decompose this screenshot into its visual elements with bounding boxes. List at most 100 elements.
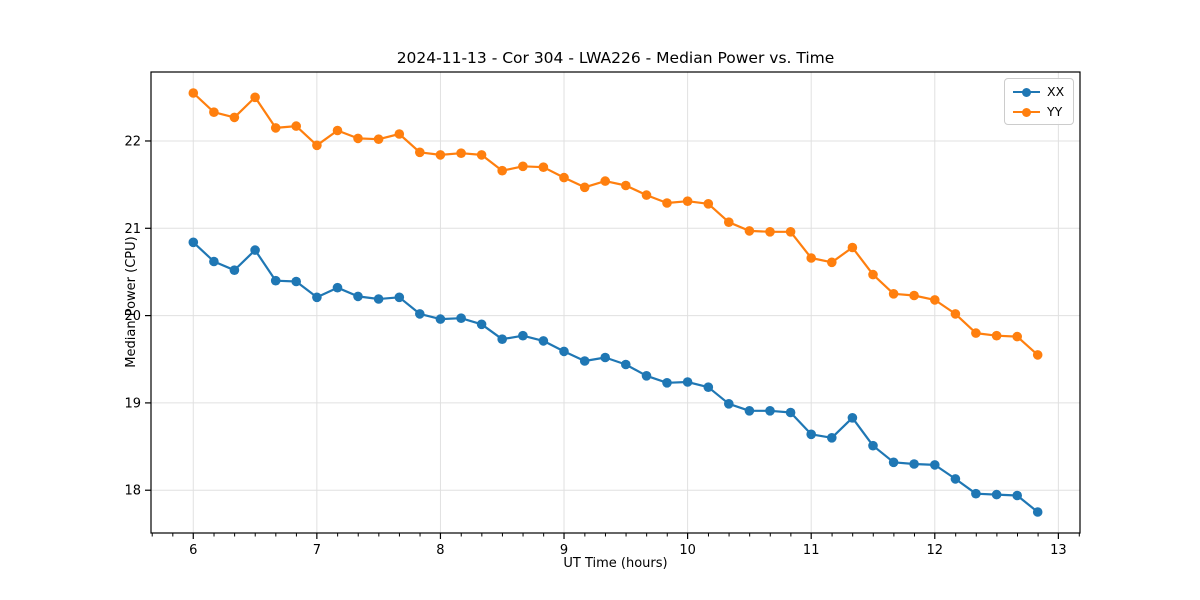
data-point-YY: [847, 242, 858, 253]
data-point-XX: [888, 457, 899, 468]
data-point-XX: [456, 313, 466, 324]
data-point-XX: [497, 334, 508, 345]
legend-dot-icon: [1022, 107, 1031, 117]
data-point-YY: [600, 176, 610, 186]
data-point-XX: [909, 459, 919, 469]
data-point-XX: [291, 276, 302, 287]
data-point-YY: [497, 165, 508, 176]
data-point-XX: [1032, 507, 1043, 517]
data-point-YY: [373, 134, 384, 144]
data-point-YY: [1032, 350, 1043, 360]
data-point-YY: [579, 182, 590, 193]
data-point-YY: [827, 257, 837, 268]
data-point-XX: [394, 292, 405, 303]
chart-title: 2024-11-13 - Cor 304 - LWA226 - Median P…: [396, 49, 835, 67]
data-point-YY: [785, 227, 796, 237]
data-point-YY: [209, 107, 219, 117]
x-tick-label: 6: [189, 543, 197, 558]
data-point-XX: [373, 294, 384, 304]
series-markers-YY: [188, 88, 1043, 360]
legend-label-xx: XX: [1047, 84, 1065, 99]
data-point-XX: [827, 433, 837, 443]
data-point-XX: [332, 282, 343, 293]
data-point-YY: [435, 150, 446, 160]
x-tick-label: 10: [679, 543, 696, 558]
data-point-XX: [579, 356, 590, 366]
data-point-YY: [559, 172, 569, 183]
data-point-XX: [991, 489, 1002, 500]
ticks: 6 7 8 9 10 11 12 13 18 19 20 21 22: [124, 134, 1080, 558]
data-point-XX: [600, 352, 610, 363]
data-point-XX: [621, 359, 631, 370]
data-point-YY: [270, 123, 281, 133]
data-point-YY: [229, 112, 240, 123]
data-point-YY: [682, 196, 693, 206]
data-point-XX: [188, 237, 199, 248]
grid: [151, 72, 1080, 533]
y-tick-label: 21: [124, 222, 141, 237]
data-point-XX: [744, 406, 755, 416]
x-tick-label: 7: [313, 543, 321, 558]
data-point-YY: [971, 328, 981, 338]
x-tick-label: 11: [803, 543, 820, 558]
data-point-XX: [312, 292, 322, 303]
y-tick-label: 18: [124, 484, 141, 499]
x-axis-label: UT Time (hours): [563, 556, 668, 571]
data-point-XX: [930, 460, 940, 470]
legend-dot-icon: [1022, 87, 1031, 97]
data-point-YY: [724, 217, 734, 227]
data-point-YY: [888, 289, 899, 299]
series-line-XX: [192, 241, 1039, 514]
data-point-YY: [868, 269, 878, 280]
data-point-YY: [744, 226, 755, 236]
data-point-XX: [765, 406, 775, 416]
data-point-YY: [1012, 331, 1022, 342]
data-point-XX: [229, 265, 240, 276]
x-tick-label: 8: [436, 543, 444, 558]
data-point-XX: [662, 378, 672, 388]
data-point-XX: [270, 275, 281, 286]
data-point-XX: [641, 371, 652, 381]
data-point-YY: [312, 140, 322, 151]
data-point-YY: [806, 253, 816, 263]
data-point-YY: [621, 180, 631, 191]
data-point-YY: [538, 162, 549, 172]
x-tick-label: 13: [1050, 543, 1067, 558]
data-point-XX: [250, 245, 260, 255]
data-point-YY: [662, 198, 672, 208]
data-point-XX: [971, 488, 981, 499]
data-point-YY: [476, 150, 487, 160]
data-point-XX: [415, 309, 425, 319]
data-point-XX: [538, 336, 549, 346]
axes-frame: [150, 71, 1081, 534]
data-point-XX: [1012, 490, 1022, 501]
series-markers-XX: [188, 237, 1043, 517]
data-point-YY: [641, 190, 652, 200]
data-point-YY: [518, 161, 528, 172]
legend-item-xx: XX: [1013, 84, 1065, 99]
y-tick-label: 20: [124, 309, 141, 324]
data-point-YY: [950, 309, 961, 319]
data-point-XX: [682, 377, 693, 387]
data-point-XX: [950, 474, 961, 484]
y-tick-label: 19: [124, 396, 141, 411]
data-point-YY: [250, 92, 260, 103]
data-point-YY: [415, 147, 425, 158]
x-tick-label: 9: [560, 543, 568, 558]
data-point-XX: [847, 413, 858, 423]
legend: XX YY: [1004, 78, 1074, 125]
data-point-YY: [188, 88, 199, 98]
data-point-YY: [291, 121, 302, 131]
data-point-YY: [353, 133, 363, 144]
data-point-XX: [518, 330, 528, 341]
data-point-XX: [209, 256, 219, 267]
legend-label-yy: YY: [1047, 104, 1063, 119]
legend-item-yy: YY: [1013, 104, 1065, 119]
data-point-YY: [394, 129, 405, 139]
legend-swatch-yy: [1013, 104, 1040, 119]
data-point-YY: [456, 148, 466, 158]
data-point-YY: [930, 295, 940, 305]
data-point-XX: [785, 407, 796, 418]
data-point-XX: [724, 399, 734, 409]
